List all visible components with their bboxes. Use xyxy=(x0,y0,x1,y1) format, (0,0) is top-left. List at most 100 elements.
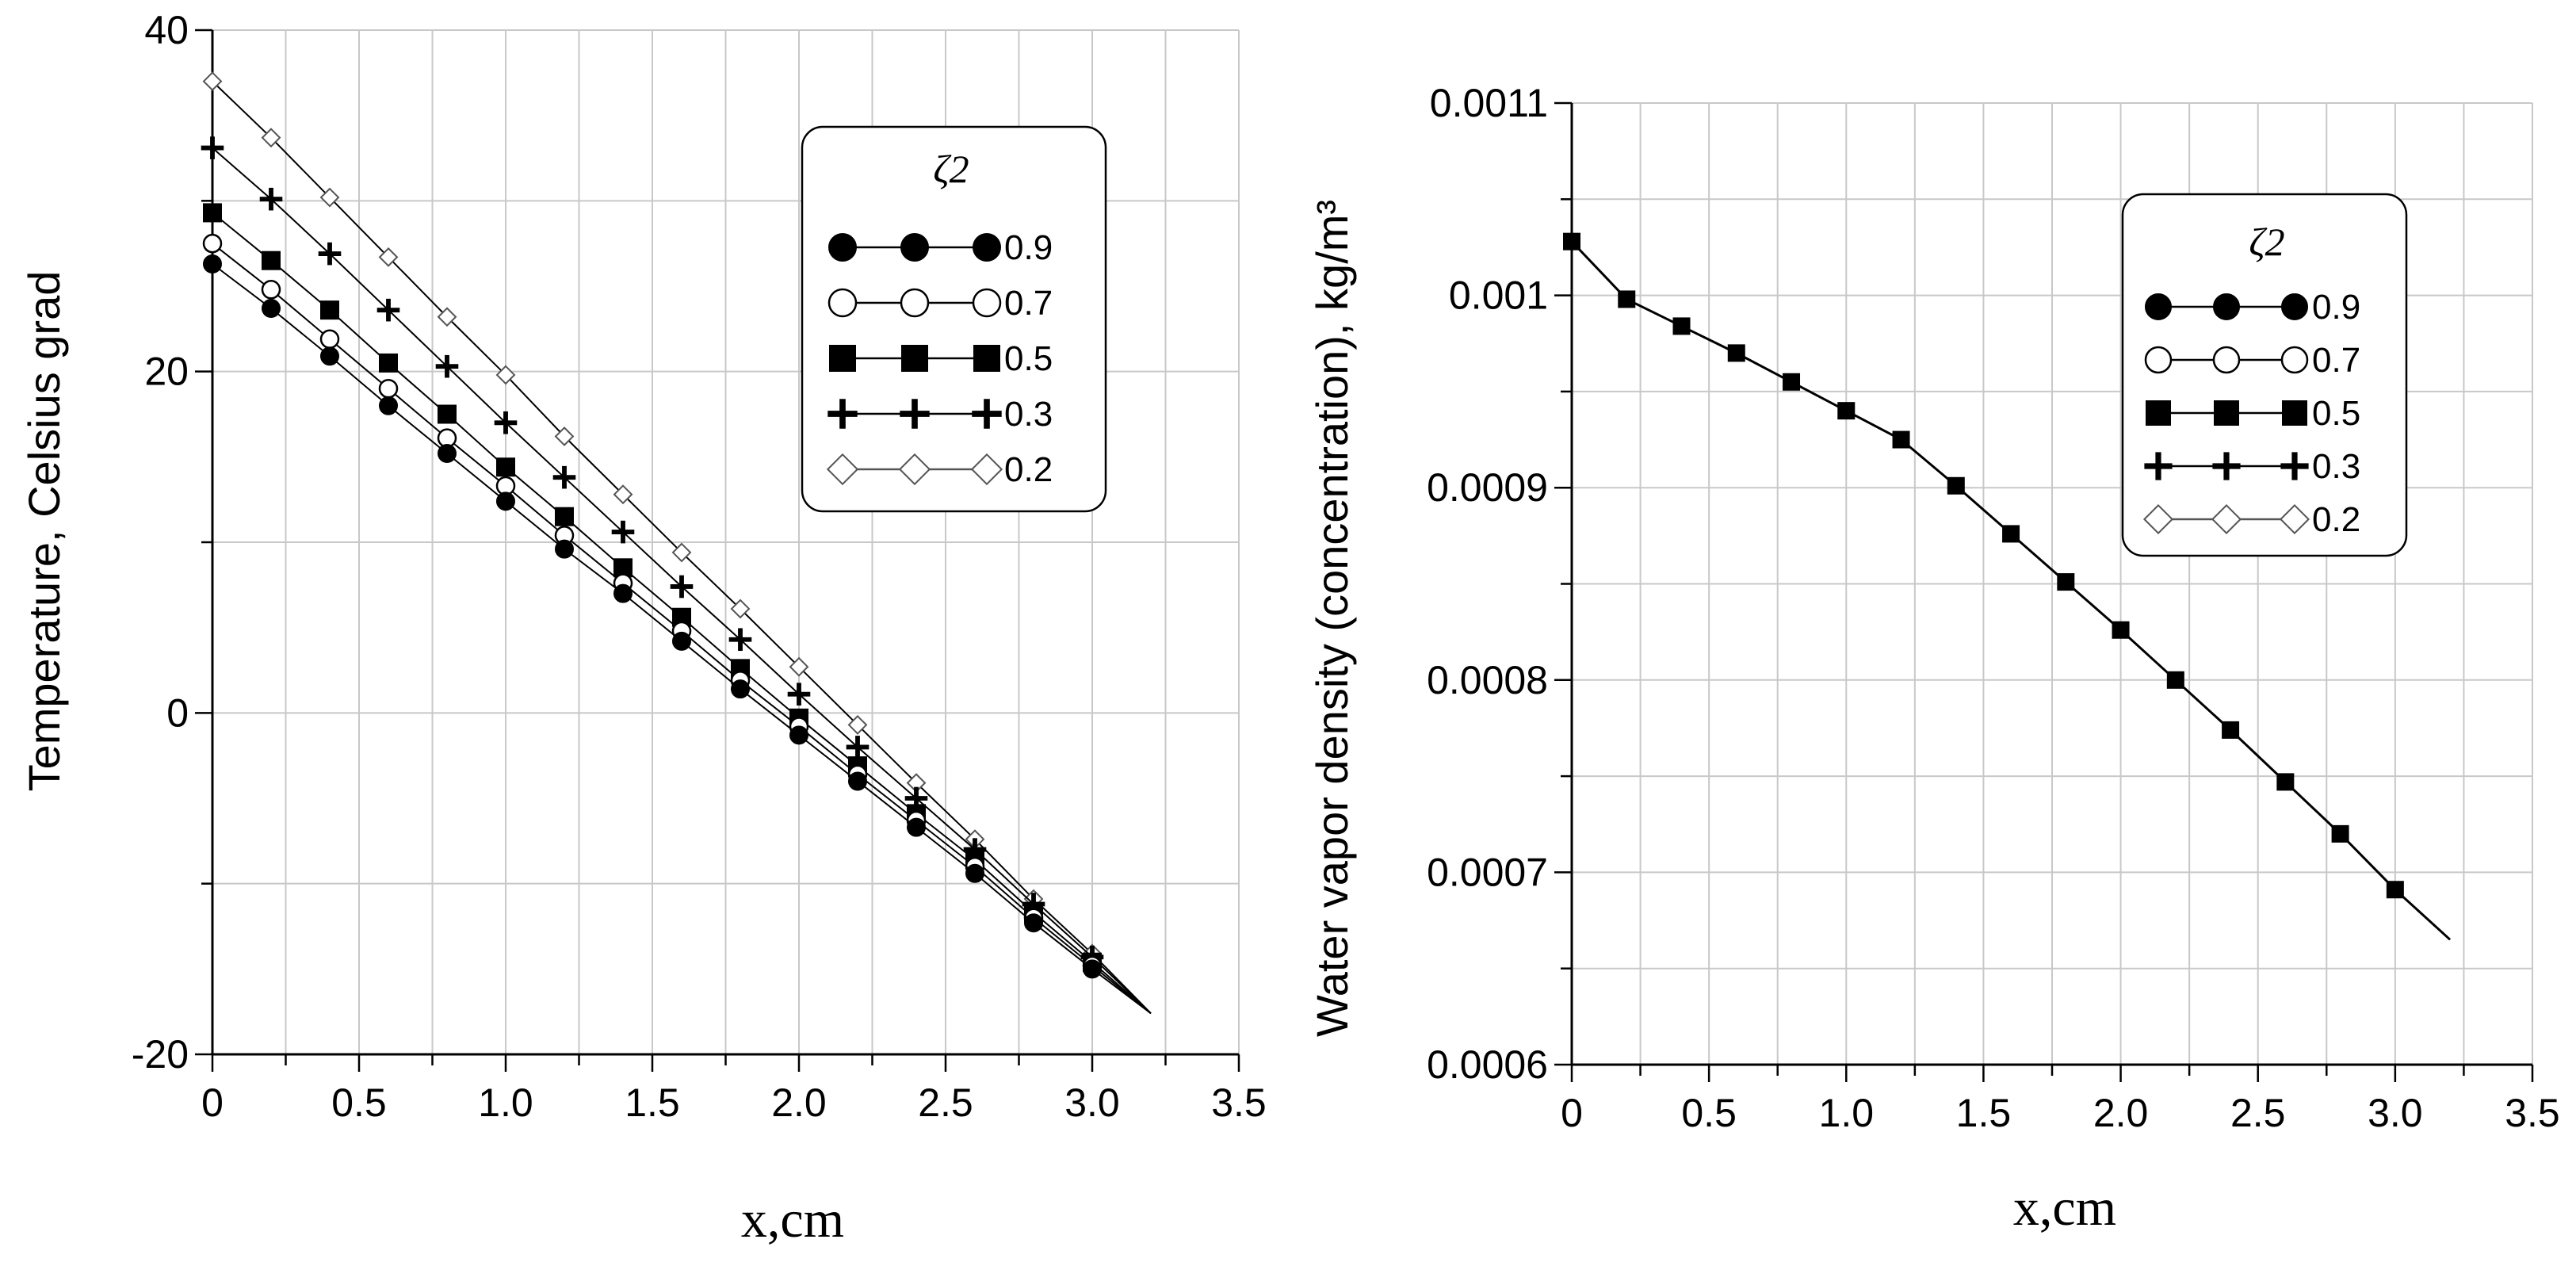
left-series-0.9 xyxy=(203,254,1152,1015)
left-data-point xyxy=(611,520,635,544)
right-y-tick-label: 0.0009 xyxy=(1427,465,1548,510)
left-x-tick-label: 3.5 xyxy=(1211,1080,1267,1125)
right-legend: ζ2 0.9 0.7 0.5 0.3 0.2 xyxy=(2121,193,2408,557)
right-legend-marker xyxy=(2142,503,2174,535)
left-legend-marker xyxy=(900,233,929,262)
left-data-point xyxy=(319,329,340,350)
right-data-point xyxy=(1892,430,1910,449)
left-data-point xyxy=(965,863,984,883)
right-data-point xyxy=(2222,721,2240,739)
right-grid xyxy=(1572,102,2533,1065)
left-data-point xyxy=(262,298,281,318)
left-axes: 0 0.5 1.0 1.5 2.0 2.5 3.0 3.5 -20 0 20 40 xyxy=(132,8,1267,1125)
right-legend-marker xyxy=(2280,452,2309,480)
right-legend-entry: 0.7 xyxy=(2144,341,2360,380)
right-data-point xyxy=(1672,317,1691,335)
left-data-point xyxy=(378,378,399,399)
left-x-tick-label: 2.0 xyxy=(771,1080,827,1125)
right-x-axis-label: x,cm xyxy=(2013,1179,2116,1237)
right-legend-marker xyxy=(2213,293,2240,320)
temperature-chart: 0 0.5 1.0 1.5 2.0 2.5 3.0 3.5 -20 0 20 40 Temperatu… xyxy=(19,8,1267,1249)
left-legend: ζ2 0.9 0.7 0.5 0.3 0.2 xyxy=(801,125,1107,513)
right-data-point xyxy=(2276,773,2295,791)
left-data-point xyxy=(496,491,515,511)
right-y-axis-label: Water vapor density (concentration), kg/… xyxy=(1307,200,1357,1037)
left-legend-entry: 0.3 xyxy=(827,395,1053,434)
left-data-point xyxy=(320,300,339,320)
left-data-point xyxy=(730,599,751,619)
left-data-point xyxy=(259,187,283,211)
right-data-point xyxy=(2112,621,2130,639)
right-legend-marker xyxy=(2211,503,2242,535)
right-legend-marker xyxy=(2279,503,2310,535)
right-visible-points xyxy=(1563,232,2404,899)
right-y-tick-label: 0.0008 xyxy=(1427,658,1548,702)
left-data-point xyxy=(847,714,868,735)
left-legend-title: ζ2 xyxy=(933,147,969,191)
right-legend-marker xyxy=(2212,346,2241,374)
left-x-tick-label: 1.5 xyxy=(625,1080,680,1125)
right-y-tick-label: 0.0007 xyxy=(1427,850,1548,894)
left-data-point xyxy=(379,396,398,415)
left-legend-marker xyxy=(898,453,931,486)
right-data-point xyxy=(1618,290,1636,308)
left-data-point xyxy=(728,628,752,652)
left-data-point xyxy=(1024,913,1043,933)
left-data-point xyxy=(613,583,633,603)
left-legend-label: 0.5 xyxy=(1004,339,1053,378)
right-data-point xyxy=(1563,232,1580,251)
left-legend-marker xyxy=(900,399,930,429)
left-data-point xyxy=(261,280,281,300)
right-y-tick-label: 0.0011 xyxy=(1430,81,1548,125)
left-data-point xyxy=(555,507,574,526)
left-data-point xyxy=(670,575,694,599)
right-legend-title: ζ2 xyxy=(2249,220,2284,264)
left-y-axis-label: Temperature, Celsius grad xyxy=(19,271,69,792)
left-data-point xyxy=(203,254,222,274)
right-x-tick-label: 0.5 xyxy=(1681,1091,1737,1135)
left-data-point xyxy=(613,484,633,505)
right-legend-marker xyxy=(2144,346,2173,374)
right-data-point xyxy=(2331,824,2349,843)
right-legend-label: 0.5 xyxy=(2312,394,2360,433)
left-y-tick-label: 40 xyxy=(144,8,189,52)
left-data-point xyxy=(319,187,340,208)
right-legend-label: 0.9 xyxy=(2312,288,2360,327)
left-x-tick-label: 0 xyxy=(201,1080,224,1125)
right-legend-marker xyxy=(2145,293,2172,320)
left-data-point xyxy=(555,539,574,559)
left-legend-marker xyxy=(972,288,1002,318)
left-data-point xyxy=(379,353,398,373)
right-legend-marker xyxy=(2212,452,2241,480)
left-x-tick-label: 1.0 xyxy=(478,1080,533,1125)
left-y-tick-label: 0 xyxy=(166,690,189,735)
left-data-point xyxy=(378,247,399,267)
left-legend-label: 0.3 xyxy=(1004,395,1053,434)
right-data-point xyxy=(1783,373,1801,391)
right-x-tick-label: 2.5 xyxy=(2230,1091,2286,1135)
left-data-point xyxy=(201,136,224,159)
left-legend-box xyxy=(801,125,1107,513)
right-legend-marker xyxy=(2280,346,2309,374)
left-data-point xyxy=(262,251,281,270)
left-data-point xyxy=(376,298,400,322)
right-data-point xyxy=(2386,881,2404,899)
right-legend-marker xyxy=(2144,452,2173,480)
right-y-tick-label: 0.0006 xyxy=(1427,1042,1548,1087)
right-series xyxy=(1563,232,2452,941)
left-data-point xyxy=(202,233,223,254)
right-data-point xyxy=(2057,573,2075,591)
left-data-point xyxy=(554,426,575,446)
left-series xyxy=(201,71,1152,1015)
left-data-point xyxy=(437,307,457,327)
right-data-point xyxy=(2002,525,2020,543)
left-legend-entry: 0.7 xyxy=(827,284,1053,323)
right-x-tick-label: 0 xyxy=(1561,1091,1583,1135)
left-x-tick-label: 3.0 xyxy=(1064,1080,1120,1125)
water-vapor-chart: 0 0.5 1.0 1.5 2.0 2.5 3.0 3.5 0.0006 0.0007 0.0008… xyxy=(1307,81,2560,1237)
right-legend-entry: 0.3 xyxy=(2144,447,2360,486)
right-data-point xyxy=(1837,402,1856,420)
left-x-tick-label: 0.5 xyxy=(331,1080,387,1125)
left-x-tick-label: 2.5 xyxy=(918,1080,973,1125)
left-data-point xyxy=(846,736,869,759)
